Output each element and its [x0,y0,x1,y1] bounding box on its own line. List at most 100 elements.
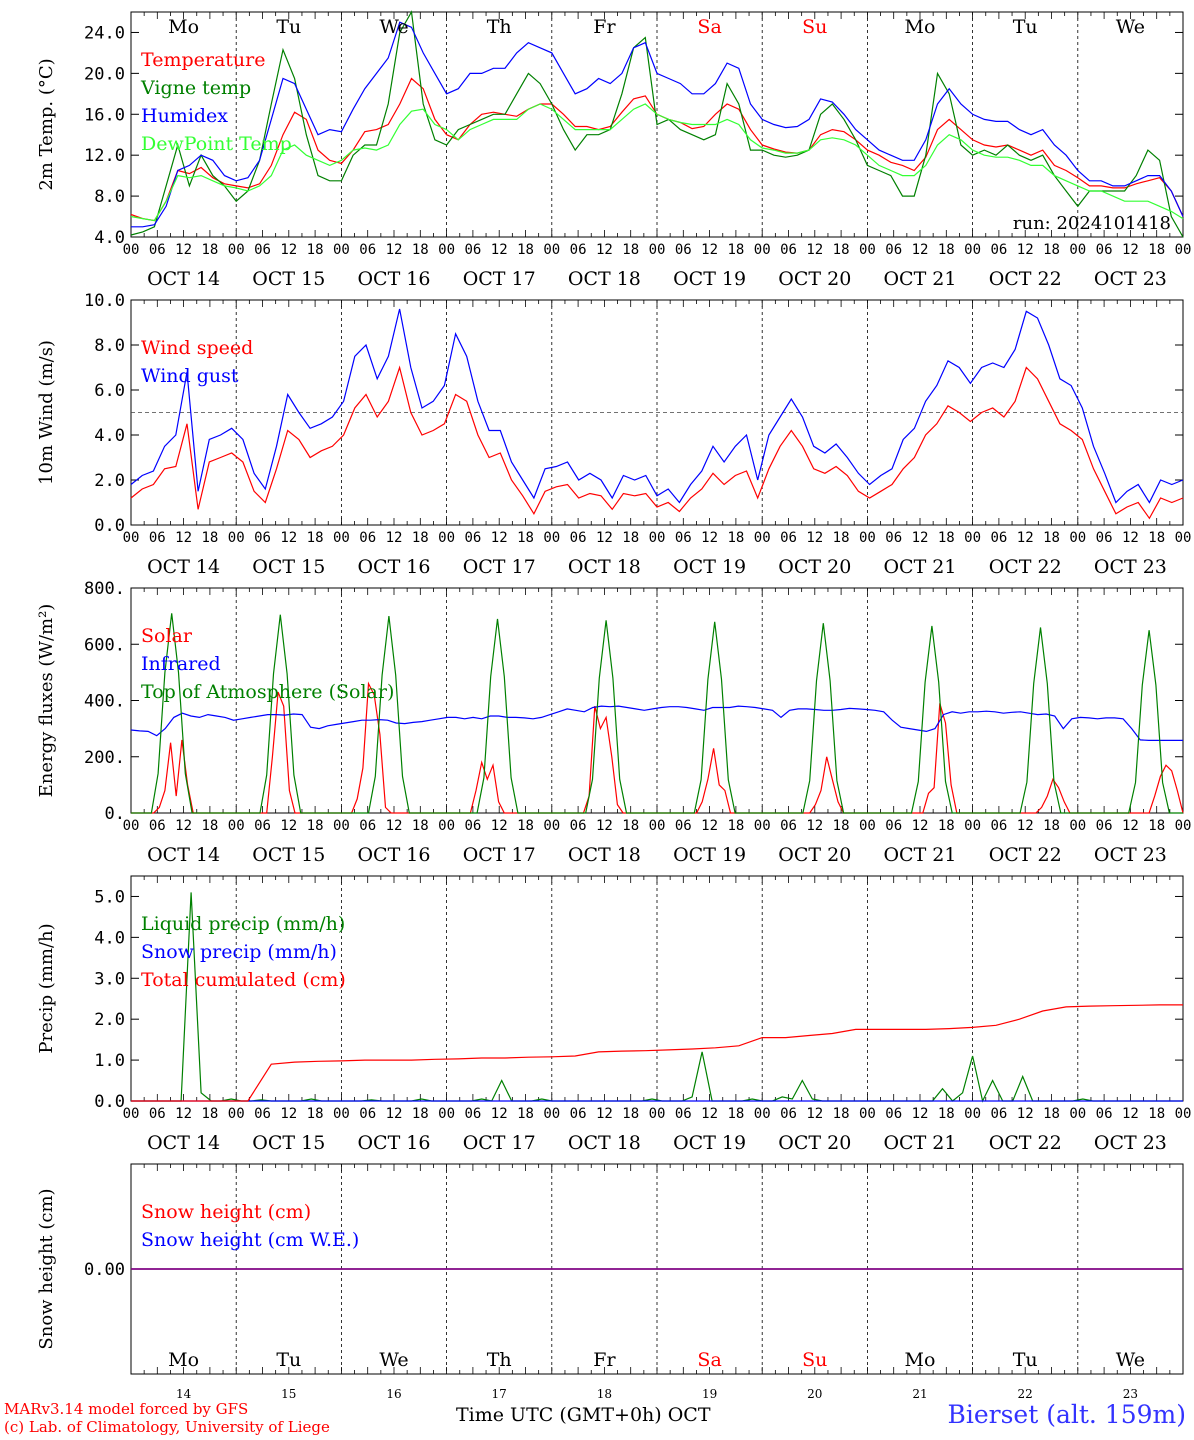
panel-3: 800. 600. 400. 200. 0. Energy fluxes (W/m²) So… [36,579,1191,866]
legend-entry: DewPoint Temp [141,133,292,155]
hour-label: 00 [1175,1106,1192,1122]
hour-label: 00 [1069,530,1086,546]
time-axis-label: Time UTC (GMT+0h) OCT [456,1404,711,1426]
legend-entry: Vigne temp [140,77,251,99]
hour-label: 00 [1175,530,1192,546]
hour-label: 12 [491,530,508,546]
hour-label: 12 [280,242,297,258]
hour-label: 00 [333,242,350,258]
hour-label: 06 [359,818,376,834]
date-label: OCT 17 [463,1132,536,1154]
hour-label: 06 [1096,1106,1113,1122]
bottom-day-name: Th [487,1349,512,1371]
hour-label: 12 [912,242,929,258]
bottom-day-name: Tu [1013,1349,1038,1371]
hour-label: 00 [438,242,455,258]
legend-entry: Temperature [141,49,265,71]
hour-label: 12 [912,818,929,834]
bottom-date-number: 23 [1123,1387,1138,1401]
series-line-2 [130,308,1184,504]
hour-label: 06 [885,530,902,546]
date-label: OCT 17 [463,268,536,290]
panel-2: 10.0 8.0 6.0 4.0 2.0 0.0 10m Wind (m/s) Wind sp… [36,291,1191,578]
hour-label: 12 [175,818,192,834]
hour-label: 12 [1122,818,1139,834]
hour-label: 00 [1069,242,1086,258]
hour-label: 06 [1096,242,1113,258]
date-label: OCT 20 [778,556,851,578]
hour-label: 06 [780,818,797,834]
date-label: OCT 21 [883,844,956,866]
hour-label: 06 [254,1106,271,1122]
hour-label: 00 [859,530,876,546]
day-name: Tu [276,16,301,38]
y-tick-label: 1.0 [94,1051,125,1071]
hour-label: 06 [254,242,271,258]
hour-label: 12 [175,530,192,546]
hour-label: 00 [123,818,140,834]
hour-label: 12 [701,530,718,546]
panel-1: 24.0 20.0 16.0 12.0 8.0 4.0 2m Temp. (°C) Tempe… [36,10,1191,290]
day-name: Su [802,16,827,38]
date-label: OCT 16 [357,1132,430,1154]
date-label: OCT 14 [147,268,220,290]
y-tick-label: 5.0 [94,887,125,907]
hour-label: 00 [228,1106,245,1122]
y-tick-label: 800. [84,579,125,599]
hour-label: 00 [333,530,350,546]
y-tick-label: 20.0 [84,64,125,84]
bottom-day-name: Sa [697,1349,721,1371]
hour-label: 18 [727,530,744,546]
hour-label: 18 [938,242,955,258]
hour-label: 18 [622,530,639,546]
hour-label: 12 [1122,530,1139,546]
hour-label: 06 [254,530,271,546]
hour-label: 00 [1069,1106,1086,1122]
legend-entry: Wind gust [141,365,239,387]
series-line-4 [130,103,1184,222]
y-axis-label: Precip (mm/h) [36,923,57,1053]
hour-label: 06 [149,242,166,258]
date-label: OCT 20 [778,844,851,866]
date-label: OCT 19 [673,1132,746,1154]
hour-label: 12 [806,242,823,258]
hour-label: 00 [964,818,981,834]
hour-label: 06 [570,1106,587,1122]
y-axis-label: 10m Wind (m/s) [36,340,57,485]
hour-label: 06 [780,530,797,546]
hour-label: 00 [1175,818,1192,834]
hour-label: 18 [727,1106,744,1122]
hour-label: 18 [1148,818,1165,834]
hour-label: 00 [754,1106,771,1122]
legend-entry: Liquid precip (mm/h) [141,913,345,935]
date-label: OCT 19 [673,268,746,290]
hour-label: 18 [1148,530,1165,546]
hour-label: 18 [1043,242,1060,258]
hour-label: 12 [280,1106,297,1122]
hour-label: 06 [675,818,692,834]
hour-label: 06 [149,530,166,546]
hour-label: 18 [1148,1106,1165,1122]
hour-label: 12 [912,1106,929,1122]
model-credit: MARv3.14 model forced by GFS [4,1400,249,1418]
bottom-date-number: 15 [281,1387,296,1401]
date-label: OCT 14 [147,844,220,866]
hour-label: 12 [806,530,823,546]
day-name: Th [487,16,512,38]
hour-label: 12 [806,818,823,834]
hour-label: 12 [491,242,508,258]
legend-entry: Total cumulated (cm) [141,969,346,991]
hour-label: 12 [596,242,613,258]
hour-label: 06 [675,242,692,258]
hour-label: 12 [175,1106,192,1122]
legend-entry: Wind speed [141,337,253,359]
bottom-day-name: Su [802,1349,827,1371]
y-tick-label: 3.0 [94,969,125,989]
hour-label: 00 [543,242,560,258]
hour-label: 00 [754,530,771,546]
hour-label: 18 [938,530,955,546]
date-label: OCT 15 [252,844,325,866]
date-label: OCT 18 [568,844,641,866]
hour-label: 18 [307,242,324,258]
bottom-date-number: 21 [912,1387,927,1401]
